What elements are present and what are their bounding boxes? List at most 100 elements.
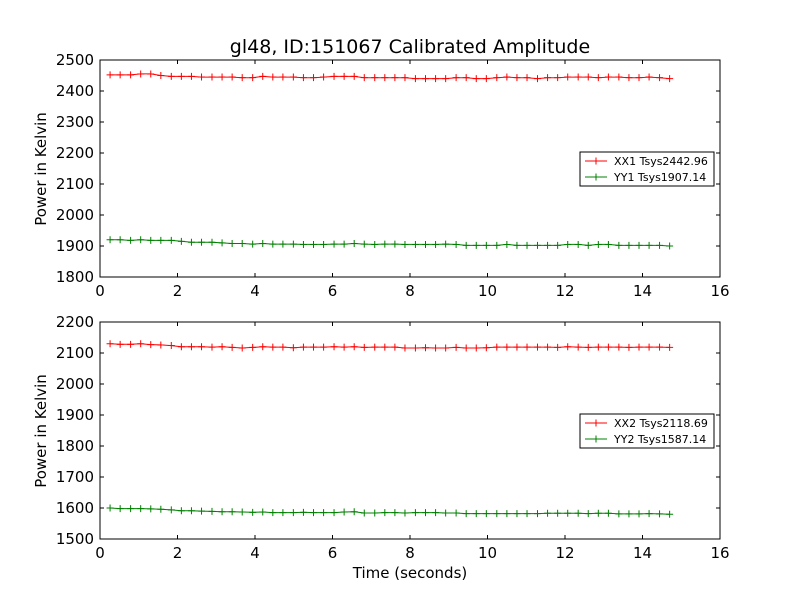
data-point xyxy=(279,73,287,81)
data-point xyxy=(432,240,440,248)
data-point xyxy=(615,510,623,518)
x-tick-label: 16 xyxy=(710,282,729,300)
data-point xyxy=(666,242,674,250)
data-point xyxy=(604,240,612,248)
data-point xyxy=(371,74,379,82)
data-point xyxy=(635,510,643,518)
legend-marker xyxy=(592,419,600,427)
data-point xyxy=(289,240,297,248)
data-point xyxy=(289,344,297,352)
data-point xyxy=(452,509,460,517)
data-point xyxy=(320,509,328,517)
data-point xyxy=(177,507,185,515)
data-point xyxy=(360,343,368,351)
data-point xyxy=(625,241,633,249)
data-point xyxy=(208,507,216,515)
data-point xyxy=(187,507,195,515)
data-point xyxy=(656,343,664,351)
data-point xyxy=(442,75,450,83)
legend-marker xyxy=(592,173,600,181)
legend-label: YY2 Tsys1587.14 xyxy=(613,433,706,446)
data-point xyxy=(645,510,653,518)
data-point xyxy=(452,74,460,82)
y-tick-label: 1800 xyxy=(56,268,94,286)
data-point xyxy=(615,73,623,81)
legend-marker xyxy=(592,435,600,443)
data-point xyxy=(584,510,592,518)
data-point xyxy=(523,510,531,518)
data-point xyxy=(584,343,592,351)
data-point xyxy=(371,509,379,517)
data-point xyxy=(249,240,257,248)
y-tick-label: 1900 xyxy=(56,237,94,255)
data-point xyxy=(574,240,582,248)
data-point xyxy=(533,75,541,83)
data-point xyxy=(472,75,480,83)
legend-marker xyxy=(592,157,600,165)
y-tick-label: 2200 xyxy=(56,313,94,331)
x-tick-label: 2 xyxy=(173,282,183,300)
data-point xyxy=(503,240,511,248)
data-point xyxy=(554,509,562,517)
data-point xyxy=(147,341,155,349)
data-point xyxy=(360,240,368,248)
y-tick-label: 1600 xyxy=(56,499,94,517)
data-point xyxy=(127,71,135,79)
data-point xyxy=(625,510,633,518)
data-point xyxy=(533,241,541,249)
legend-label: XX1 Tsys2442.96 xyxy=(614,155,708,168)
x-axis-label: Time (seconds) xyxy=(352,564,468,582)
data-point xyxy=(350,72,358,80)
data-point xyxy=(106,340,114,348)
data-point xyxy=(462,241,470,249)
y-tick-label: 2200 xyxy=(56,144,94,162)
data-point xyxy=(381,509,389,517)
legend-label: YY1 Tsys1907.14 xyxy=(613,171,706,184)
data-point xyxy=(228,73,236,81)
chart-title: gl48, ID:151067 Calibrated Amplitude xyxy=(230,36,590,58)
data-point xyxy=(422,344,429,352)
data-point xyxy=(656,241,664,249)
data-point xyxy=(513,343,521,351)
legend: XX1 Tsys2442.96 YY1 Tsys1907.14 xyxy=(579,151,715,187)
data-point xyxy=(523,241,531,249)
data-point xyxy=(401,240,409,248)
data-point xyxy=(544,74,552,82)
data-point xyxy=(615,241,623,249)
data-point xyxy=(513,241,521,249)
data-point xyxy=(116,236,124,244)
data-point xyxy=(594,509,602,517)
data-point xyxy=(269,343,277,351)
data-point xyxy=(279,343,287,351)
data-point xyxy=(137,236,145,244)
y-tick-label: 2100 xyxy=(56,344,94,362)
data-point xyxy=(482,510,490,518)
data-point xyxy=(299,508,307,516)
data-point xyxy=(310,509,318,517)
data-point xyxy=(340,240,348,248)
x-tick-label: 14 xyxy=(633,282,652,300)
data-point xyxy=(422,75,429,83)
data-point xyxy=(116,505,124,513)
data-point xyxy=(106,71,114,79)
data-point xyxy=(177,72,185,80)
data-point xyxy=(106,504,114,512)
data-point xyxy=(503,73,511,81)
data-point xyxy=(269,73,277,81)
data-point xyxy=(472,241,480,249)
data-point xyxy=(238,74,246,82)
data-point xyxy=(615,343,623,351)
data-point xyxy=(177,343,185,351)
data-point xyxy=(137,340,145,348)
legend: XX2 Tsys2118.69 YY2 Tsys1587.14 xyxy=(579,413,715,449)
data-point xyxy=(523,74,531,82)
y-tick-label: 2000 xyxy=(56,375,94,393)
data-point xyxy=(208,73,216,81)
data-point xyxy=(259,508,267,516)
data-point xyxy=(228,343,236,351)
y-tick-label: 1900 xyxy=(56,406,94,424)
data-point xyxy=(544,343,552,351)
data-point xyxy=(656,510,664,518)
data-point xyxy=(137,70,145,78)
data-point xyxy=(157,505,165,513)
